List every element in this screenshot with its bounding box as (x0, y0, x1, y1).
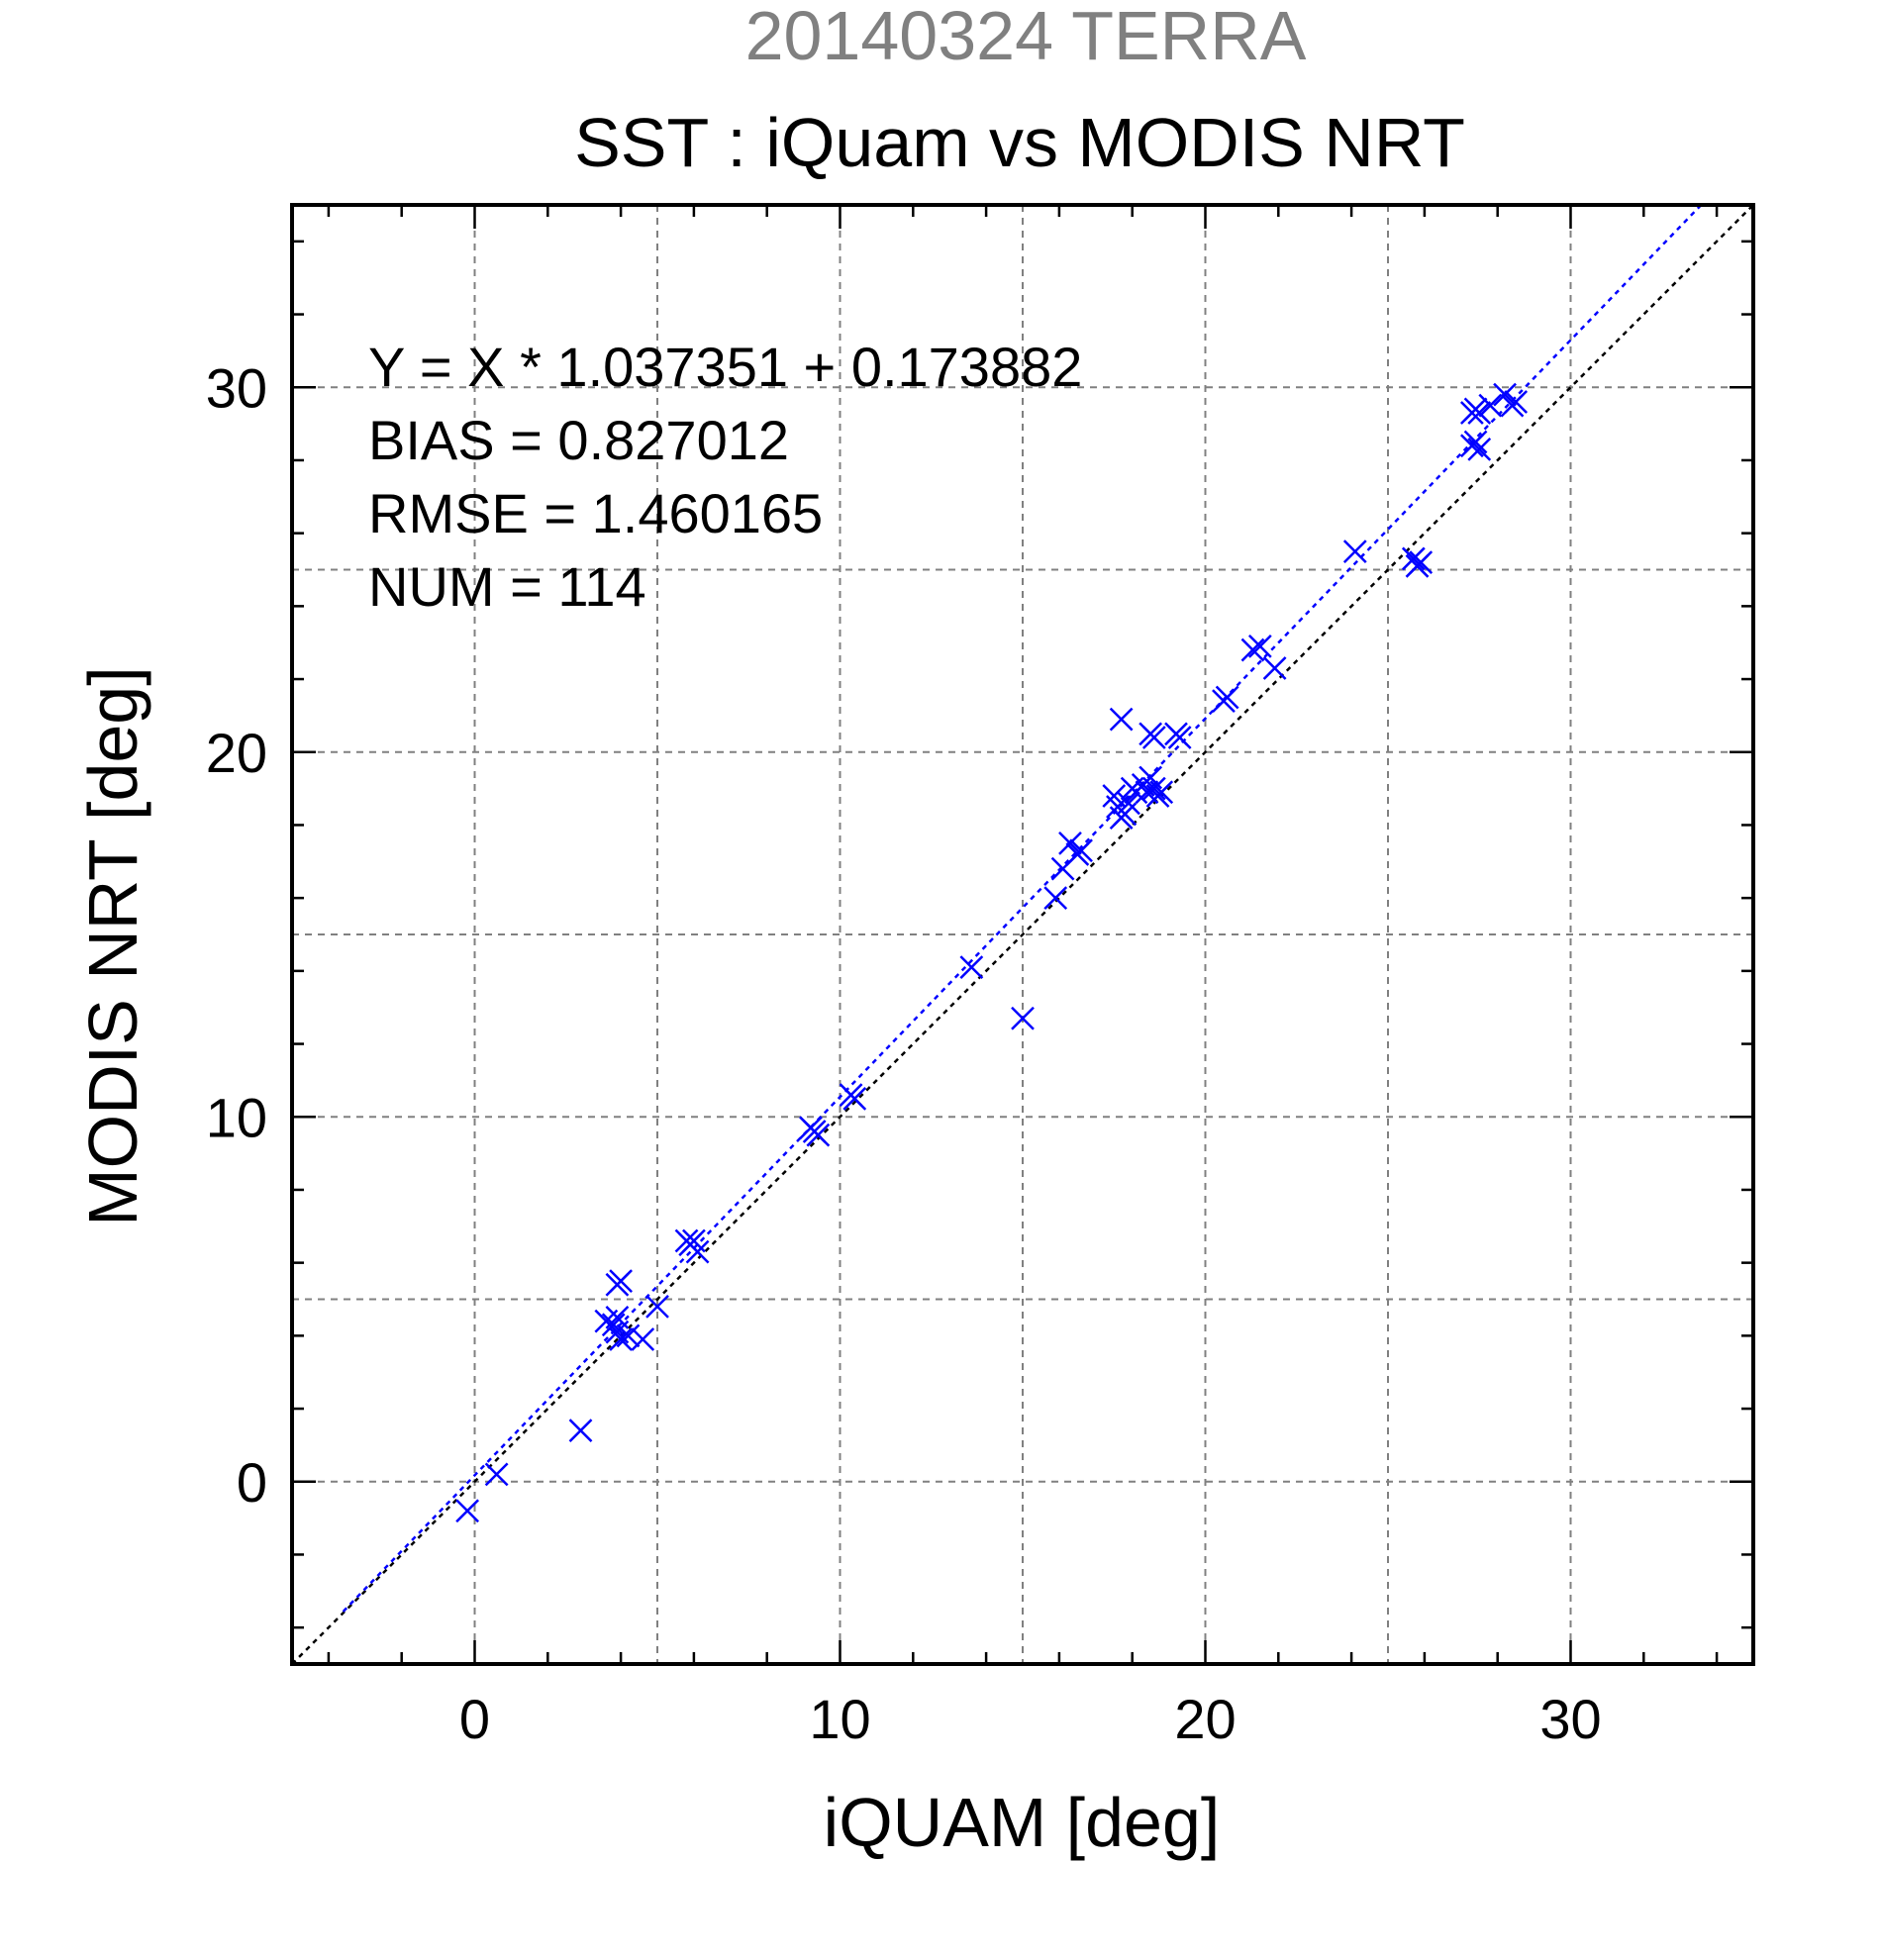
data-point (1149, 780, 1174, 805)
chart-title: SST : iQuam vs MODIS NRT (574, 104, 1465, 181)
data-point (631, 1327, 655, 1351)
data-point (484, 1462, 509, 1487)
data-point (1141, 726, 1166, 749)
stats-annotation: Y = X * 1.037351 + 0.173882 (368, 336, 1082, 398)
data-point (616, 1323, 641, 1348)
y-tick-label: 30 (206, 356, 267, 419)
data-point (1467, 438, 1492, 461)
data-point (1463, 430, 1488, 454)
gridlines (292, 205, 1753, 1664)
data-point (842, 1086, 867, 1111)
data-point (1109, 707, 1134, 732)
data-point (806, 1123, 831, 1147)
identity-line (292, 205, 1753, 1664)
data-point (1011, 1006, 1035, 1030)
data-point (1141, 776, 1166, 801)
data-point (1043, 886, 1068, 911)
stats-annotation: RMSE = 1.460165 (368, 482, 823, 544)
data-point (568, 1419, 593, 1443)
y-tick-label: 0 (237, 1451, 267, 1514)
plot-frame (290, 203, 1755, 1666)
data-point (1504, 390, 1529, 414)
data-point (1058, 831, 1082, 855)
stats-annotation: BIAS = 0.827012 (368, 409, 789, 471)
data-point (1215, 685, 1239, 710)
x-tick-label: 30 (1539, 1688, 1601, 1750)
data-point (609, 1327, 633, 1351)
y-tick-label: 10 (206, 1086, 267, 1148)
data-point (1240, 637, 1265, 662)
stats-annotations: Y = X * 1.037351 + 0.173882 BIAS = 0.8270… (368, 336, 1082, 618)
tick-labels: 0 10 20 30 0 10 20 30 (206, 356, 1602, 1750)
data-point (609, 1269, 633, 1293)
data-point (601, 1313, 626, 1337)
y-axis-label: MODIS NRT [deg] (74, 666, 151, 1225)
data-point (1401, 546, 1426, 571)
data-points (455, 382, 1529, 1523)
data-point (455, 1499, 480, 1523)
x-tick-label: 0 (459, 1688, 490, 1750)
chart-supertitle: 20140324 TERRA (745, 0, 1307, 74)
data-point (1409, 550, 1434, 575)
data-point (1493, 382, 1517, 407)
data-point (1117, 791, 1140, 816)
data-point (1467, 401, 1492, 425)
data-point (1262, 656, 1287, 680)
data-point (1342, 539, 1367, 563)
data-point (1167, 726, 1192, 749)
regression-line (342, 205, 1704, 1613)
x-tick-label: 20 (1174, 1688, 1236, 1750)
data-point (645, 1294, 669, 1319)
x-axis-label: iQUAM [deg] (824, 1784, 1221, 1861)
data-point (1247, 635, 1272, 658)
x-tick-label: 10 (809, 1688, 870, 1750)
fit-lines (292, 205, 1753, 1664)
data-point (959, 955, 984, 980)
stats-annotation: NUM = 114 (368, 555, 646, 618)
data-point (685, 1239, 710, 1264)
y-tick-label: 20 (206, 722, 267, 784)
data-point (1478, 393, 1503, 418)
data-point (1069, 838, 1093, 863)
